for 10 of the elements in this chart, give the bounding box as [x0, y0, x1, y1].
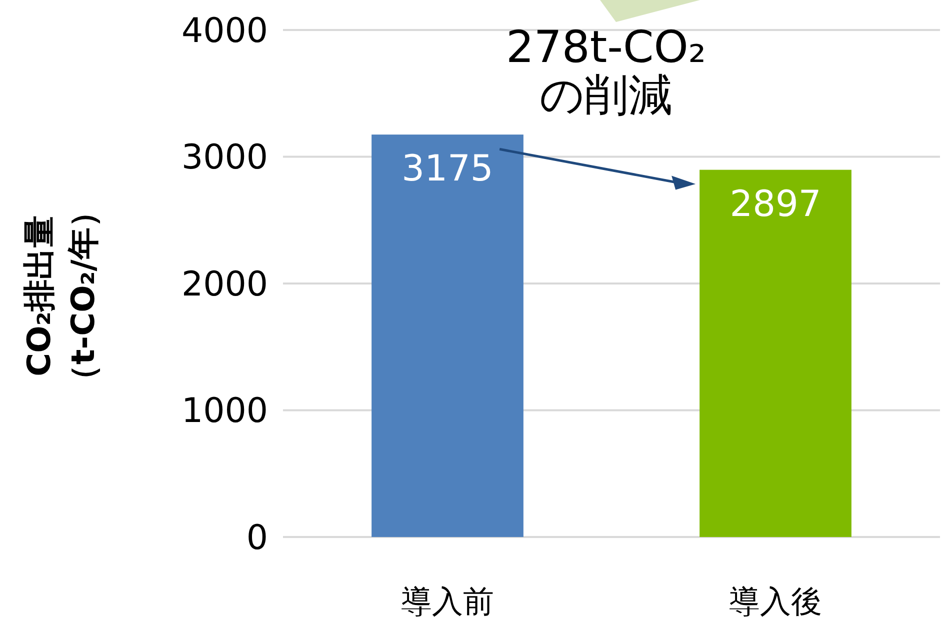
y-tick-label: 4000 [181, 10, 268, 51]
data-label: 3175 [402, 148, 494, 190]
x-tick-label: 導入後 [729, 584, 822, 619]
y-tick-label: 2000 [181, 264, 268, 304]
y-tick-label: 1000 [181, 391, 268, 432]
annotation: 278t-CO₂ の削減 [506, 22, 706, 121]
x-tick-label: 導入前 [400, 584, 494, 619]
y-tick-label: 3000 [181, 138, 268, 178]
data-label: 2897 [730, 184, 822, 225]
y-tick-label: 0 [246, 518, 268, 558]
